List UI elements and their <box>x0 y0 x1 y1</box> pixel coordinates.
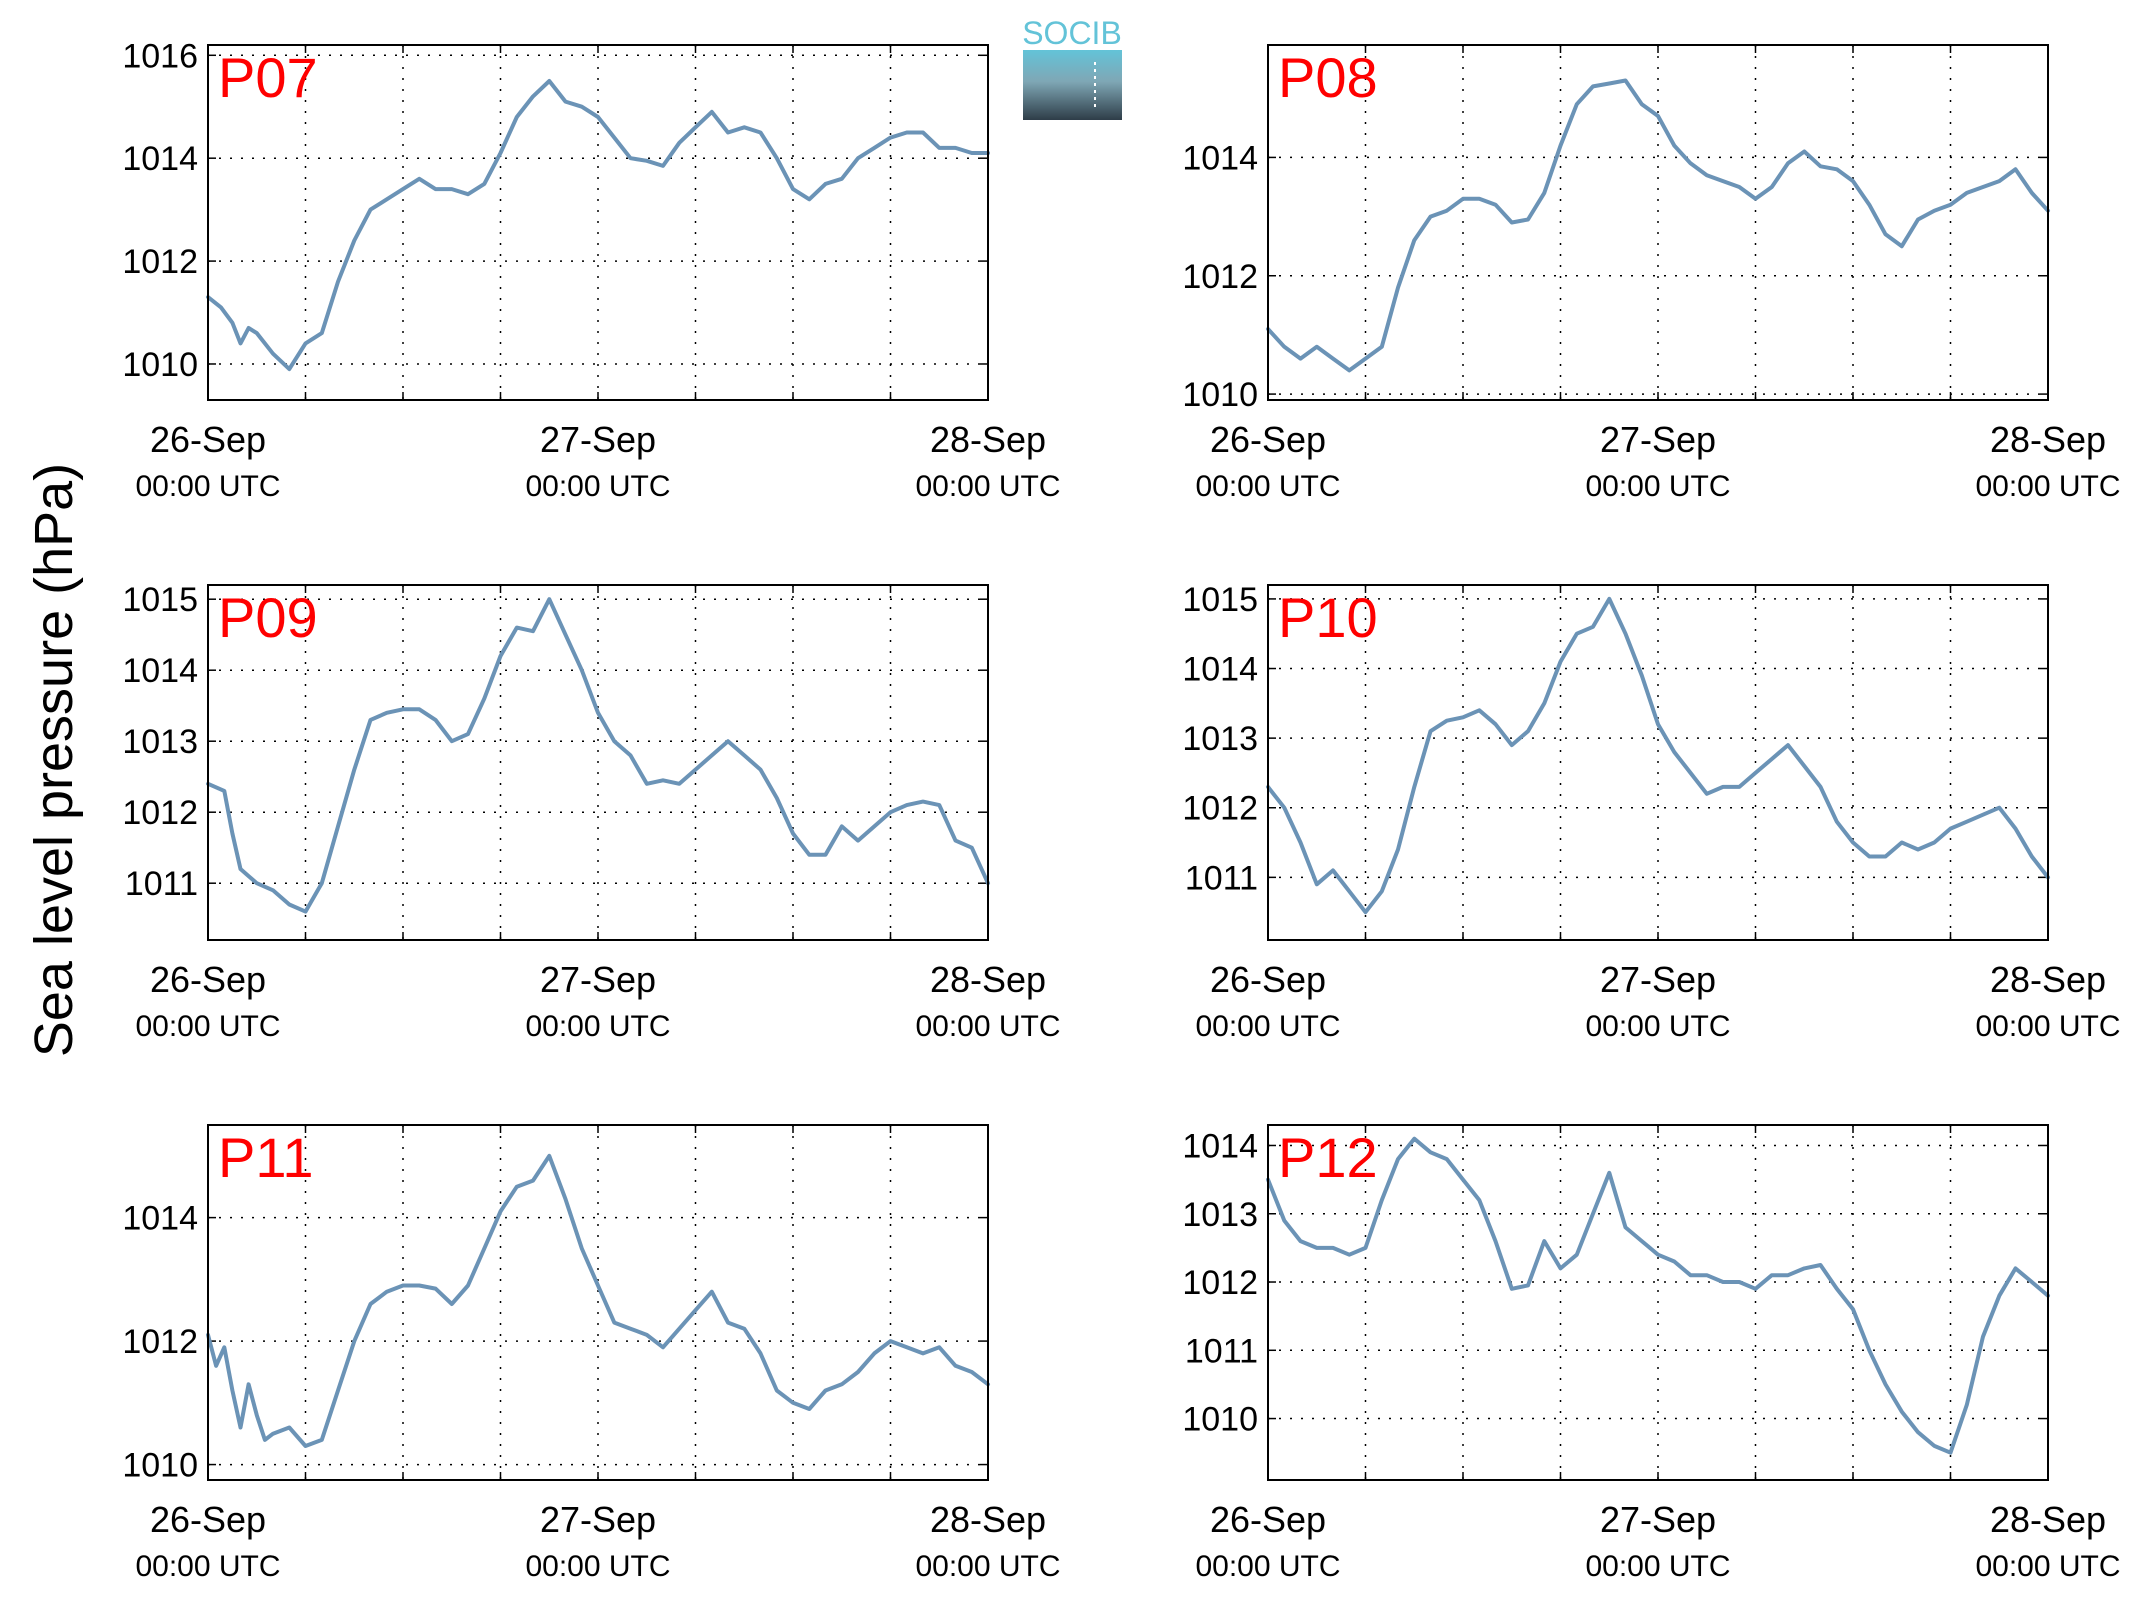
x-tick-label-date: 26-Sep <box>150 959 266 1000</box>
plot-frame <box>1267 584 2049 941</box>
x-tick-label-date: 28-Sep <box>1990 959 2106 1000</box>
plot-frame <box>1267 1124 2049 1481</box>
x-tick-label-time: 00:00 UTC <box>1975 1550 2120 1583</box>
series-line-p10 <box>1266 596 2050 915</box>
y-tick-label: 1010 <box>1182 1401 1258 1439</box>
y-tick-label: 1016 <box>122 37 198 75</box>
y-tick-label: 1012 <box>122 243 198 281</box>
y-tick-label: 1014 <box>1182 139 1258 177</box>
y-tick-label: 1011 <box>1185 1332 1258 1370</box>
x-tick-label-date: 28-Sep <box>930 1499 1046 1540</box>
panel-p08: 1010 1012 1014 26-Sep 00:00 UTC 27-Sep 00:00 U… <box>1182 44 2121 503</box>
y-tick-label: 1012 <box>122 794 198 832</box>
x-tick-label-time: 00:00 UTC <box>525 470 670 503</box>
series-line-p08 <box>1266 78 2050 373</box>
y-tick-label: 1014 <box>1182 1127 1258 1165</box>
y-tick-label: 1012 <box>1182 790 1258 828</box>
x-tick-label-date: 27-Sep <box>540 959 656 1000</box>
series-line-p12 <box>1266 1136 2050 1455</box>
x-tick-label-time: 00:00 UTC <box>1195 1550 1340 1583</box>
x-tick-label-date: 26-Sep <box>150 1499 266 1540</box>
panel-p09: 1011 1012 1013 1014 1015 26-Sep 00:00 UTC 27-Se… <box>122 581 1060 1043</box>
x-tick-label-time: 00:00 UTC <box>525 1550 670 1583</box>
x-tick-label-time: 00:00 UTC <box>915 1550 1060 1583</box>
station-label: P11 <box>218 1126 313 1189</box>
plot-frame <box>207 584 989 941</box>
x-tick-label-date: 28-Sep <box>1990 1499 2106 1540</box>
x-tick-label-date: 26-Sep <box>1210 1499 1326 1540</box>
y-tick-label: 1010 <box>1182 376 1258 414</box>
station-label: P09 <box>218 586 318 649</box>
y-tick-label: 1013 <box>1182 1196 1258 1234</box>
x-tick-label-time: 00:00 UTC <box>1195 470 1340 503</box>
station-label: P10 <box>1278 586 1378 649</box>
x-tick-label-date: 26-Sep <box>150 419 266 460</box>
x-tick-label-date: 28-Sep <box>1990 419 2106 460</box>
x-tick-label-time: 00:00 UTC <box>1195 1010 1340 1043</box>
station-label: P12 <box>1278 1126 1378 1189</box>
y-tick-label: 1013 <box>1182 720 1258 758</box>
x-tick-label-date: 27-Sep <box>540 419 656 460</box>
x-tick-label-time: 00:00 UTC <box>525 1010 670 1043</box>
x-tick-label-time: 00:00 UTC <box>1585 1550 1730 1583</box>
x-tick-label-time: 00:00 UTC <box>1975 470 2120 503</box>
x-tick-label-time: 00:00 UTC <box>135 1010 280 1043</box>
y-tick-label: 1012 <box>122 1323 198 1361</box>
y-tick-label: 1011 <box>125 865 198 903</box>
x-tick-label-time: 00:00 UTC <box>915 1010 1060 1043</box>
y-tick-label: 1012 <box>1182 258 1258 296</box>
panel-p07: 1010 1012 1014 1016 26-Sep 00:00 UTC 27-Sep 00:… <box>122 37 1060 503</box>
y-tick-label: 1011 <box>1185 859 1258 897</box>
x-tick-label-time: 00:00 UTC <box>1585 470 1730 503</box>
y-tick-label: 1014 <box>1182 651 1258 689</box>
panel-p12: 1010 1011 1012 1013 1014 26-Sep 00:00 UTC 27-Se… <box>1182 1124 2121 1583</box>
x-tick-label-date: 27-Sep <box>540 1499 656 1540</box>
series-line-p11 <box>206 1153 990 1448</box>
x-tick-label-date: 26-Sep <box>1210 959 1326 1000</box>
socib-logo-text: SOCIB <box>1022 15 1122 51</box>
x-tick-label-time: 00:00 UTC <box>1585 1010 1730 1043</box>
y-tick-label: 1010 <box>122 1447 198 1485</box>
plot-frame <box>207 1124 989 1481</box>
x-tick-label-time: 00:00 UTC <box>135 1550 280 1583</box>
x-tick-label-date: 28-Sep <box>930 419 1046 460</box>
x-tick-label-time: 00:00 UTC <box>135 470 280 503</box>
x-tick-label-date: 26-Sep <box>1210 419 1326 460</box>
plot-frame <box>207 44 989 401</box>
plot-frame <box>1267 44 2049 401</box>
x-tick-label-date: 27-Sep <box>1600 959 1716 1000</box>
y-tick-label: 1013 <box>122 723 198 761</box>
series-line-p09 <box>206 597 990 914</box>
y-tick-label: 1014 <box>122 1200 198 1238</box>
panel-p11: 1010 1012 1014 26-Sep 00:00 UTC 27-Sep 00:00 U… <box>122 1124 1061 1583</box>
x-tick-label-time: 00:00 UTC <box>915 470 1060 503</box>
x-tick-label-date: 27-Sep <box>1600 1499 1716 1540</box>
y-tick-label: 1014 <box>122 652 198 690</box>
y-tick-label: 1012 <box>1182 1264 1258 1302</box>
socib-logo: SOCIB <box>1022 15 1122 120</box>
y-tick-label: 1015 <box>122 581 198 619</box>
x-tick-label-date: 27-Sep <box>1600 419 1716 460</box>
y-tick-label: 1010 <box>122 346 198 384</box>
station-label: P08 <box>1278 46 1378 109</box>
x-tick-label-date: 28-Sep <box>930 959 1046 1000</box>
station-label: P07 <box>218 46 318 109</box>
y-tick-label: 1014 <box>122 140 198 178</box>
x-tick-label-time: 00:00 UTC <box>1975 1010 2120 1043</box>
panel-p10: 1011 1012 1013 1014 1015 26-Sep 00:00 UTC 27-Se… <box>1182 581 2120 1043</box>
y-axis-label: Sea level pressure (hPa) <box>24 463 84 1057</box>
series-line-p07 <box>206 79 990 372</box>
y-tick-label: 1015 <box>1182 581 1258 619</box>
